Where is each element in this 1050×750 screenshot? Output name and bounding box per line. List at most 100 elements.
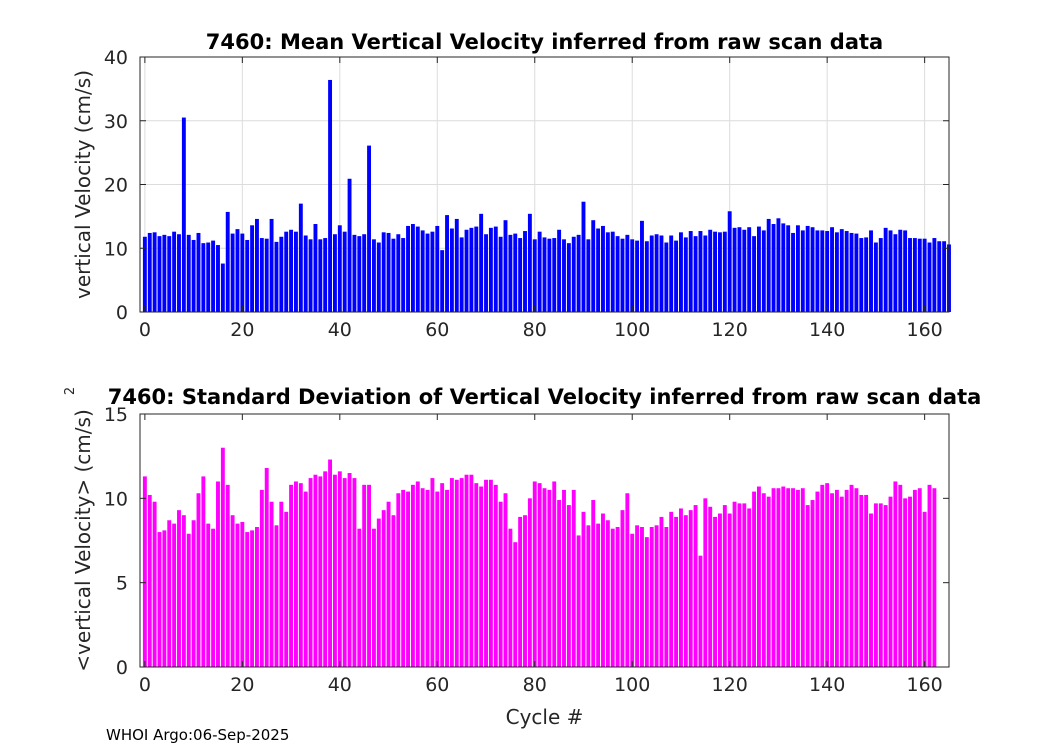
- bar-std-cycle-126: [756, 486, 761, 667]
- bar-std-cycle-60: [435, 491, 440, 667]
- x-tick-label: 140: [809, 674, 845, 696]
- bar-std-cycle-122: [737, 503, 742, 667]
- bar-mean-cycle-98: [620, 238, 625, 312]
- bar-std-cycle-131: [781, 486, 786, 667]
- bar-mean-cycle-39: [332, 234, 337, 312]
- bar-mean-cycle-83: [547, 238, 552, 312]
- bar-std-cycle-64: [454, 479, 459, 667]
- x-tick-label: 60: [425, 319, 449, 341]
- bar-mean-cycle-68: [474, 226, 479, 312]
- bar-std-cycle-59: [430, 478, 435, 667]
- bar-std-cycle-18: [230, 515, 235, 667]
- bar-mean-cycle-102: [640, 220, 644, 312]
- bar-std-cycle-147: [859, 494, 864, 667]
- bar-mean-cycle-71: [488, 227, 493, 312]
- bar-std-cycle-135: [800, 488, 805, 667]
- bar-mean-cycle-86: [562, 239, 566, 312]
- bar-std-cycle-106: [659, 516, 664, 667]
- bar-std-cycle-161: [927, 484, 932, 667]
- bar-std-cycle-32: [298, 483, 303, 667]
- bar-std-cycle-158: [912, 489, 917, 667]
- bar-std-cycle-48: [376, 518, 381, 667]
- bar-std-cycle-68: [474, 483, 479, 667]
- bar-mean-cycle-106: [659, 235, 664, 312]
- bar-std-cycle-118: [718, 513, 722, 667]
- bar-mean-cycle-151: [878, 238, 883, 312]
- bar-mean-cycle-119: [722, 231, 727, 312]
- bar-mean-cycle-104: [649, 235, 654, 312]
- bar-std-cycle-58: [425, 489, 430, 667]
- bar-mean-cycle-51: [391, 238, 396, 312]
- bar-std-cycle-143: [839, 496, 844, 667]
- bar-std-cycle-110: [679, 508, 683, 667]
- bar-mean-cycle-84: [552, 238, 557, 312]
- bar-mean-cycle-96: [610, 231, 615, 312]
- bar-std-cycle-76: [513, 542, 518, 667]
- bar-std-cycle-52: [396, 493, 401, 667]
- bar-std-cycle-132: [786, 488, 791, 667]
- bar-mean-cycle-148: [864, 237, 869, 312]
- bar-mean-cycle-14: [211, 240, 216, 312]
- bar-mean-cycle-57: [420, 230, 425, 312]
- bar-std-cycle-31: [294, 481, 298, 667]
- bar-std-cycle-72: [493, 484, 498, 667]
- bar-std-cycle-87: [566, 505, 571, 667]
- bar-std-cycle-22: [250, 530, 255, 667]
- bar-std-cycle-160: [922, 511, 927, 667]
- bar-std-cycle-150: [873, 503, 878, 667]
- bar-mean-cycle-78: [523, 231, 527, 312]
- bar-std-cycle-111: [683, 515, 688, 667]
- bar-mean-cycle-130: [776, 218, 781, 312]
- bar-std-cycle-49: [381, 510, 386, 667]
- bar-mean-cycle-133: [791, 232, 795, 312]
- y-tick-label: 15: [104, 404, 128, 426]
- bar-mean-cycle-25: [264, 238, 269, 312]
- bar-mean-cycle-131: [781, 223, 786, 312]
- bar-mean-cycle-161: [927, 242, 932, 312]
- x-tick-label: 0: [139, 319, 151, 341]
- bar-mean-cycle-53: [401, 238, 406, 312]
- bar-mean-cycle-21: [245, 239, 250, 312]
- bar-mean-cycle-139: [820, 230, 825, 312]
- footer-credit: WHOI Argo:06-Sep-2025: [106, 726, 290, 744]
- y-tick-label: 5: [116, 573, 128, 595]
- bar-mean-cycle-153: [888, 230, 893, 312]
- bar-std-cycle-51: [391, 515, 396, 667]
- bar-std-cycle-114: [698, 555, 703, 667]
- bar-mean-cycle-85: [557, 229, 562, 312]
- bar-std-cycle-103: [644, 537, 649, 667]
- bar-mean-cycle-52: [396, 234, 401, 312]
- bar-mean-cycle-4: [162, 234, 167, 312]
- bar-std-cycle-6: [172, 523, 177, 667]
- bar-mean-cycle-164: [942, 241, 947, 312]
- bar-std-cycle-47: [371, 528, 376, 667]
- bar-mean-cycle-144: [844, 231, 849, 312]
- bar-std-cycle-50: [386, 501, 391, 667]
- bar-mean-cycle-120: [727, 211, 732, 312]
- chart-std-ylabel-superscript: 2: [63, 387, 78, 395]
- bar-mean-cycle-44: [357, 236, 362, 312]
- bar-std-cycle-155: [898, 484, 903, 667]
- bar-std-cycle-102: [640, 527, 644, 667]
- bar-mean-cycle-99: [625, 234, 630, 312]
- bar-mean-cycle-158: [912, 238, 917, 312]
- y-tick-label: 40: [104, 47, 128, 69]
- bar-mean-cycle-17: [225, 211, 230, 312]
- bar-std-cycle-82: [542, 488, 547, 667]
- bar-mean-cycle-22: [250, 225, 255, 312]
- bar-mean-cycle-150: [873, 242, 878, 312]
- bar-std-cycle-10: [191, 520, 196, 667]
- bar-std-cycle-81: [537, 483, 542, 667]
- bar-mean-cycle-26: [269, 218, 274, 312]
- bar-mean-cycle-37: [323, 238, 328, 312]
- bar-std-cycle-24: [259, 489, 264, 667]
- x-tick-label: 40: [328, 319, 352, 341]
- bar-mean-cycle-154: [893, 234, 898, 312]
- bar-mean-cycle-41: [342, 231, 347, 312]
- bar-mean-cycle-155: [898, 229, 903, 312]
- bar-mean-cycle-101: [635, 240, 640, 312]
- bar-mean-cycle-50: [386, 232, 391, 312]
- bar-mean-cycle-58: [425, 233, 430, 312]
- x-tick-label: 140: [809, 319, 845, 341]
- bar-std-cycle-34: [308, 478, 313, 667]
